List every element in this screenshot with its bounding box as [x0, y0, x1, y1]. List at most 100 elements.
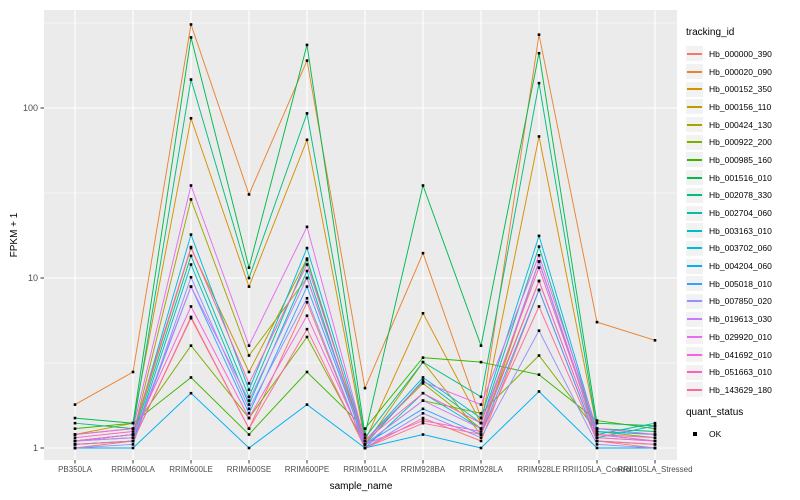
data-point: [305, 285, 309, 288]
data-point: [363, 436, 367, 439]
legend-key-swatch: [686, 364, 703, 380]
data-point: [305, 335, 309, 339]
data-point: [421, 419, 425, 422]
legend-title-tracking-id: tracking_id: [686, 27, 735, 38]
legend-key-swatch: [686, 187, 703, 203]
legend-line-icon: [687, 105, 702, 108]
data-point: [189, 376, 193, 379]
legend-line-icon: [687, 388, 702, 391]
legend-line-icon: [687, 141, 702, 144]
data-point: [421, 382, 425, 385]
legend-line-icon: [687, 247, 702, 250]
legend-label: Hb_000152_350: [709, 84, 772, 95]
legend-item-Hb_002704_060: Hb_002704_060: [686, 204, 800, 222]
y-tick-label: 100: [23, 103, 38, 113]
y-axis-title: FPKM + 1: [9, 212, 20, 257]
data-point: [305, 258, 309, 262]
legend-key-swatch: [686, 170, 703, 186]
data-point: [595, 433, 599, 436]
legend-label: Hb_000424_130: [709, 119, 772, 130]
legend-label: Hb_002704_060: [709, 208, 772, 219]
data-point: [537, 135, 541, 138]
data-point: [537, 260, 541, 263]
y-tick-label: 10: [28, 273, 38, 283]
data-point: [189, 36, 193, 39]
data-point: [305, 300, 309, 304]
legend-line-icon: [687, 158, 702, 161]
data-point: [247, 266, 251, 269]
data-point: [479, 403, 483, 406]
x-tick-label: RRIM600LE: [169, 465, 213, 474]
x-tick-label: RRIM928LE: [517, 465, 561, 474]
legend-item-Hb_004204_060: Hb_004204_060: [686, 257, 800, 275]
data-point: [537, 266, 541, 269]
data-point: [363, 446, 367, 450]
data-point: [247, 411, 251, 415]
data-point: [537, 234, 541, 238]
data-point: [73, 416, 77, 420]
data-point: [595, 439, 599, 443]
data-point: [421, 376, 425, 379]
data-point: [189, 275, 193, 279]
legend-label: Hb_000922_200: [709, 137, 772, 148]
data-point: [595, 427, 599, 430]
data-point: [131, 443, 135, 446]
legend: tracking_id Hb_000000_390 Hb_000020_090 Hb…: [686, 27, 800, 442]
data-point: [131, 430, 135, 433]
data-point: [595, 419, 599, 422]
data-point: [247, 395, 251, 399]
data-point: [421, 184, 425, 187]
data-point: [595, 443, 599, 446]
data-point: [653, 427, 657, 430]
x-tick-label: PB350LA: [58, 465, 92, 474]
data-point: [305, 246, 309, 250]
legend-title-quant-status: quant_status: [686, 406, 744, 418]
data-point: [189, 116, 193, 120]
data-point: [131, 427, 135, 430]
legend-label: Hb_000000_390: [709, 48, 772, 59]
legend-key-swatch: [686, 117, 703, 133]
legend-line-icon: [687, 88, 702, 91]
legend-line-icon: [687, 265, 702, 268]
legend-line-icon: [687, 300, 702, 303]
legend-key-swatch: [686, 347, 703, 363]
legend-label: Hb_019613_030: [709, 314, 772, 325]
data-point: [421, 379, 425, 382]
data-point: [537, 288, 541, 292]
data-point: [537, 245, 541, 248]
data-point: [189, 233, 193, 236]
data-point: [247, 433, 251, 436]
data-point: [537, 305, 541, 308]
legend-item-Hb_007850_020: Hb_007850_020: [686, 293, 800, 311]
data-point: [479, 436, 483, 439]
data-point: [595, 446, 599, 450]
legend-item-Hb_000156_110: Hb_000156_110: [686, 98, 800, 116]
legend-label: Hb_000156_110: [709, 101, 772, 112]
x-tick-label: RRIM600LA: [111, 465, 155, 474]
data-point: [73, 421, 77, 425]
data-point: [247, 276, 251, 280]
legend-label: Hb_029920_010: [709, 331, 772, 342]
legend-line-icon: [687, 176, 702, 179]
data-point: [479, 416, 483, 420]
data-point: [73, 436, 77, 439]
y-tick-label: 1: [33, 443, 38, 453]
legend-key-swatch: [686, 311, 703, 327]
data-point: [479, 360, 483, 364]
legend-line-icon: [687, 194, 702, 197]
data-point: [653, 421, 657, 425]
legend-line-icon: [687, 212, 702, 215]
legend-item-Hb_041692_010: Hb_041692_010: [686, 346, 800, 364]
legend-item-Hb_143629_180: Hb_143629_180: [686, 381, 800, 399]
data-point: [595, 320, 599, 324]
legend-key-swatch: [686, 329, 703, 345]
x-tick-label: RRIM928BA: [401, 465, 446, 474]
legend-item-Hb_000922_200: Hb_000922_200: [686, 133, 800, 151]
data-point: [421, 416, 425, 420]
data-point: [131, 446, 135, 450]
data-point: [247, 446, 251, 450]
legend-line-icon: [687, 229, 702, 232]
data-point: [653, 339, 657, 342]
legend-line-icon: [687, 335, 702, 338]
